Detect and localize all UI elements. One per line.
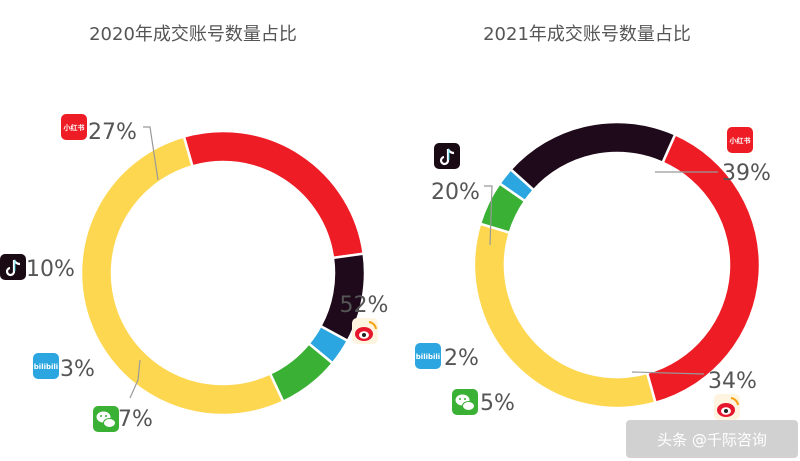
bilibili-logo-icon: bilibili (33, 353, 59, 379)
annotations-layer: 27%小红书10%3%bilibili7%52%39%小红书34%5%2%bil… (0, 114, 771, 432)
slice-weibo (472, 222, 657, 410)
xiaohongshu-logo-icon: 小红书 (61, 114, 87, 140)
chart-2021-donut (472, 120, 762, 410)
leader-line-wechat (129, 359, 141, 399)
chart-2020-donut (79, 129, 367, 417)
footer-watermark: 头条 @千际咨询 (626, 420, 798, 458)
weibo-logo-icon (714, 394, 740, 420)
footer-text: 头条 @千际咨询 (657, 431, 767, 449)
data-label-weibo: 34% (708, 369, 757, 394)
slice-douyin (508, 120, 677, 192)
data-label-bilibili: 2% (444, 346, 479, 371)
chart-2020-title: 2020年成交账号数量占比 (89, 24, 297, 45)
data-label-bilibili: 3% (60, 357, 95, 382)
slice-weibo (79, 134, 285, 417)
weibo-logo-icon (352, 318, 378, 344)
svg-text:bilibili: bilibili (416, 353, 440, 361)
data-label-douyin: 20% (431, 180, 480, 205)
leader-line-xiaohongshu (143, 126, 159, 181)
leader-line-douyin (484, 185, 493, 246)
svg-text:小红书: 小红书 (63, 123, 85, 132)
chart-2021-title: 2021年成交账号数量占比 (483, 24, 691, 45)
data-label-weibo: 52% (340, 293, 389, 318)
data-label-xiaohongshu: 27% (88, 120, 137, 145)
footer-backdrop (626, 420, 798, 458)
bilibili-logo-icon: bilibili (415, 343, 441, 369)
wechat-logo-icon (93, 406, 119, 432)
leader-line-weibo (631, 371, 705, 375)
wechat-logo-icon (452, 389, 478, 415)
douyin-logo-icon (434, 143, 460, 169)
data-label-wechat: 7% (118, 407, 153, 432)
data-label-douyin: 10% (26, 257, 75, 282)
data-label-wechat: 5% (480, 391, 515, 416)
slice-xiaohongshu (182, 129, 366, 260)
xiaohongshu-logo-icon: 小红书 (727, 127, 753, 153)
data-label-xiaohongshu: 39% (722, 161, 771, 186)
douyin-logo-icon (0, 254, 26, 280)
svg-text:小红书: 小红书 (729, 136, 751, 145)
svg-text:bilibili: bilibili (34, 363, 58, 371)
